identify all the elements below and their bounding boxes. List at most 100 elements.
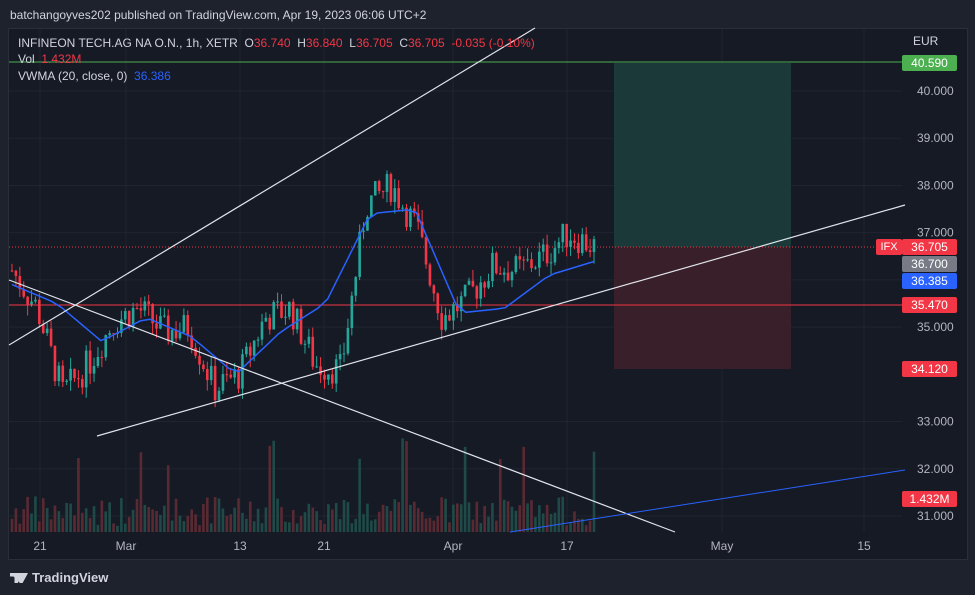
stop-price-tag: 34.120 bbox=[902, 361, 957, 377]
candle-body bbox=[307, 336, 311, 344]
candle-body bbox=[53, 345, 57, 382]
volume-bar bbox=[276, 498, 279, 532]
volume-bar bbox=[155, 510, 158, 532]
volume-bar bbox=[377, 511, 381, 532]
price-tick-label: 39.000 bbox=[917, 131, 954, 145]
volume-bar bbox=[237, 498, 240, 532]
volume-bar bbox=[428, 517, 432, 532]
candle-body bbox=[252, 340, 256, 356]
volume-bar bbox=[272, 440, 276, 532]
candle-body bbox=[311, 336, 315, 367]
candle-body bbox=[178, 332, 182, 339]
candle-body bbox=[256, 339, 260, 341]
vwma-legend[interactable]: VWMA (20, close, 0) 36.386 bbox=[18, 69, 171, 83]
volume-bar bbox=[120, 498, 123, 532]
volume-bar bbox=[170, 520, 174, 532]
candle-body bbox=[518, 256, 522, 260]
volume-value: 1.432M bbox=[41, 52, 82, 66]
volume-bar bbox=[319, 519, 322, 532]
candle-body bbox=[565, 223, 568, 247]
vwma-line bbox=[11, 209, 595, 373]
price-tick-label: 35.000 bbox=[917, 320, 954, 334]
volume-bar bbox=[291, 510, 295, 532]
volume-bar bbox=[233, 507, 236, 532]
volume-bar bbox=[288, 522, 291, 532]
volume-bar bbox=[182, 521, 186, 532]
candle-body bbox=[428, 264, 432, 286]
time-tick-label: 17 bbox=[560, 539, 574, 553]
candle-body bbox=[166, 315, 170, 341]
symbol-short-tag: IFX bbox=[876, 239, 902, 255]
candle-body bbox=[436, 293, 440, 314]
volume-bars bbox=[10, 438, 596, 532]
volume-bar bbox=[475, 501, 479, 532]
symbol-legend[interactable]: INFINEON TECH.AG NA O.N., 1h, XETR O36.7… bbox=[18, 36, 535, 50]
candle-body bbox=[385, 174, 389, 192]
candle-body bbox=[338, 354, 342, 360]
candle-body bbox=[92, 366, 96, 374]
candle-body bbox=[452, 304, 455, 321]
footer-bar bbox=[0, 560, 975, 595]
trend-line-volume bbox=[509, 469, 906, 533]
volume-bar bbox=[330, 509, 334, 532]
volume-bar bbox=[530, 500, 533, 532]
candle-body bbox=[545, 244, 549, 264]
volume-bar bbox=[22, 509, 26, 532]
volume-bar bbox=[362, 514, 365, 532]
time-tick-label: Mar bbox=[116, 539, 137, 553]
volume-bar bbox=[487, 516, 490, 532]
candle-body bbox=[272, 302, 276, 330]
candle-body bbox=[38, 299, 41, 324]
volume-bar bbox=[268, 445, 272, 532]
volume-bar bbox=[327, 504, 330, 532]
candle-body bbox=[358, 231, 361, 278]
volume-legend[interactable]: Vol 1.432M bbox=[18, 52, 81, 66]
candle-body bbox=[155, 323, 158, 329]
candle-body bbox=[217, 390, 221, 401]
price-tick-label: 31.000 bbox=[917, 509, 954, 523]
volume-bar bbox=[213, 497, 217, 532]
volume-bar bbox=[217, 498, 221, 532]
candle-body bbox=[143, 301, 147, 311]
candle-body bbox=[303, 343, 307, 345]
volume-bar bbox=[18, 523, 22, 532]
candle-body bbox=[350, 295, 354, 328]
candle-body bbox=[139, 308, 143, 311]
candle-body bbox=[514, 256, 518, 272]
volume-bar bbox=[346, 502, 350, 532]
volume-bar bbox=[225, 515, 229, 532]
volume-bar bbox=[69, 503, 72, 532]
tradingview-logo[interactable]: TradingView bbox=[10, 570, 108, 585]
volume-bar bbox=[10, 518, 14, 532]
volume-bar bbox=[311, 507, 315, 532]
candle-body bbox=[405, 207, 408, 228]
volume-bar bbox=[194, 514, 197, 532]
volume-bar bbox=[323, 523, 326, 532]
volume-bar bbox=[459, 504, 463, 532]
candle-body bbox=[18, 276, 22, 290]
candle-body bbox=[77, 378, 80, 380]
volume-bar bbox=[381, 504, 385, 532]
currency-label[interactable]: EUR bbox=[913, 34, 939, 48]
candle-body bbox=[163, 315, 166, 317]
volume-bar bbox=[53, 505, 57, 532]
volume-bar bbox=[209, 523, 213, 532]
open-label: O bbox=[244, 36, 254, 50]
candle-body bbox=[569, 240, 572, 247]
volume-bar bbox=[198, 525, 201, 532]
candle-body bbox=[409, 208, 412, 228]
volume-bar bbox=[166, 465, 170, 532]
candle-body bbox=[366, 216, 369, 231]
volume-bar bbox=[334, 503, 338, 532]
candle-body bbox=[299, 308, 303, 344]
volume-bar bbox=[264, 507, 268, 532]
volume-bar bbox=[14, 508, 18, 532]
low-value: 36.705 bbox=[355, 36, 393, 50]
candle-body bbox=[206, 369, 209, 381]
volume-bar bbox=[174, 498, 178, 532]
candle-body bbox=[268, 317, 272, 330]
candle-body bbox=[397, 188, 400, 209]
volume-bar bbox=[455, 503, 459, 532]
candle-body bbox=[495, 252, 498, 274]
